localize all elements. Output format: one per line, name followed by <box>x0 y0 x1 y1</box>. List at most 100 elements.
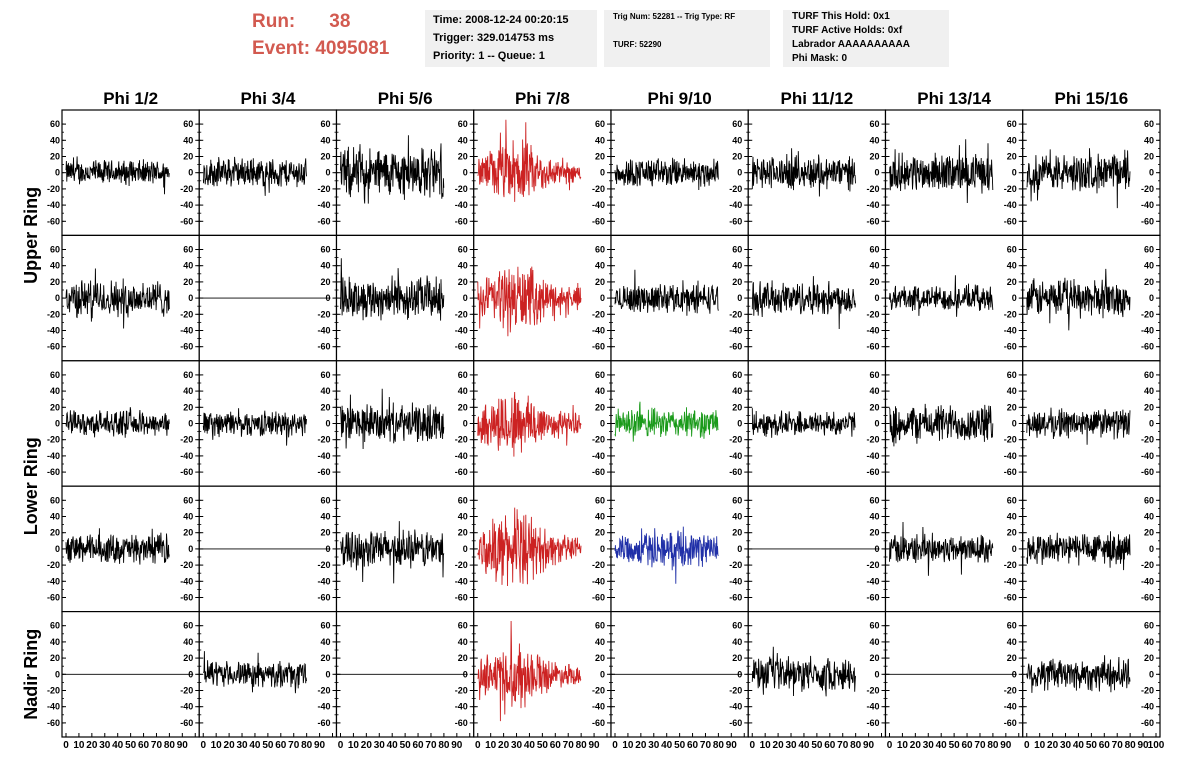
ytick-label: 20 <box>50 277 60 287</box>
ytick-label: -60 <box>592 342 605 352</box>
ytick-label: -60 <box>592 718 605 728</box>
ytick-label: -60 <box>729 593 742 603</box>
ytick-label: -40 <box>455 576 468 586</box>
ytick-label: 60 <box>1007 621 1017 631</box>
ytick-label: -60 <box>455 718 468 728</box>
ytick-label: -40 <box>180 702 193 712</box>
ytick-label: 0 <box>1012 544 1017 554</box>
ytick-label: 20 <box>1007 402 1017 412</box>
ytick-label: 40 <box>732 637 742 647</box>
xtick-label: 0 <box>63 740 69 751</box>
ytick-label: 40 <box>595 637 605 647</box>
ytick-label: -40 <box>317 576 330 586</box>
ytick-label: -20 <box>729 309 742 319</box>
panel-r4-c8: -60 -40 -20 0 20 40 60 <box>1022 485 1161 613</box>
waveform-trace <box>751 408 856 438</box>
xtick-label: 10 <box>211 740 223 751</box>
ytick-label: 0 <box>463 293 468 303</box>
trig-info-box: Trig Num: 52281 -- Trig Type: RF TURF: 5… <box>604 10 770 67</box>
ytick-label: 40 <box>1007 637 1017 647</box>
xtick-label: 0 <box>1024 740 1030 751</box>
ytick-label: 20 <box>732 402 742 412</box>
ytick-label: -20 <box>592 184 605 194</box>
ytick-label: -20 <box>592 309 605 319</box>
panel-r4-c4: -60 -40 -20 0 20 40 60 <box>473 485 612 613</box>
waveform-trace <box>751 148 856 197</box>
ytick-label: -20 <box>47 435 60 445</box>
ytick-label: 20 <box>1144 277 1154 287</box>
ytick-label: -60 <box>47 342 60 352</box>
ytick-label: 20 <box>458 653 468 663</box>
ytick-label: -60 <box>1141 342 1154 352</box>
ytick-label: 0 <box>1149 168 1154 178</box>
xtick-label: 10 <box>73 740 85 751</box>
column-title-7: Phi 13/14 <box>917 89 991 108</box>
ytick-label: 60 <box>1144 119 1154 129</box>
ytick-label: 0 <box>463 168 468 178</box>
ytick-label: 60 <box>183 495 193 505</box>
xtick-label: 80 <box>987 740 999 751</box>
ytick-label: 20 <box>50 402 60 412</box>
ytick-label: -60 <box>317 342 330 352</box>
ytick-label: -20 <box>592 435 605 445</box>
ytick-label: 0 <box>1012 419 1017 429</box>
ytick-label: -20 <box>1141 686 1154 696</box>
xtick-label: 60 <box>550 740 562 751</box>
waveform-trace <box>1026 268 1131 331</box>
panel-r1-c7: -60 -40 -20 0 20 40 60 <box>884 109 1024 237</box>
panel-r3-c7: -60 -40 -20 0 20 40 60 <box>884 360 1024 487</box>
ytick-label: -40 <box>317 326 330 336</box>
panel-r2-c6: -60 -40 -20 0 20 40 60 <box>747 234 887 362</box>
ytick-label: 60 <box>1144 495 1154 505</box>
ytick-label: 0 <box>55 669 60 679</box>
panel-r4-c5: -60 -40 -20 0 20 40 60 <box>610 485 749 613</box>
ytick-label: 0 <box>737 168 742 178</box>
ytick-label: -60 <box>180 467 193 477</box>
ytick-label: -60 <box>317 593 330 603</box>
ytick-label: 60 <box>458 621 468 631</box>
ytick-label: 20 <box>1144 402 1154 412</box>
ytick-label: 20 <box>458 402 468 412</box>
ytick-label: 60 <box>1144 370 1154 380</box>
ytick-label: -40 <box>180 576 193 586</box>
xtick-label: 80 <box>713 740 725 751</box>
ytick-label: -40 <box>866 576 879 586</box>
ytick-label: -40 <box>1004 702 1017 712</box>
panel-r3-c8: -60 -40 -20 0 20 40 60 <box>1022 360 1161 487</box>
ytick-label: 20 <box>732 528 742 538</box>
xtick-label: 20 <box>910 740 922 751</box>
waveform-trace <box>477 620 582 722</box>
panel-r3-c3: -60 -40 -20 0 20 40 60 <box>335 360 475 487</box>
ytick-label: -60 <box>592 593 605 603</box>
ytick-label: 60 <box>1007 119 1017 129</box>
waveform-trace <box>889 403 994 447</box>
ytick-label: 60 <box>1007 245 1017 255</box>
ytick-label: 40 <box>1144 261 1154 271</box>
ytick-label: 40 <box>869 135 879 145</box>
ytick-label: -60 <box>729 467 742 477</box>
ytick-label: 40 <box>458 261 468 271</box>
run-value: 38 <box>329 11 351 32</box>
xtick-label: 90 <box>863 740 875 751</box>
ytick-label: -20 <box>47 184 60 194</box>
waveform-trace <box>889 139 994 204</box>
waveform-trace <box>1026 407 1131 445</box>
xtick-label: 0 <box>200 740 206 751</box>
ytick-label: 40 <box>1007 261 1017 271</box>
ytick-label: -60 <box>47 467 60 477</box>
xtick-label: 70 <box>1112 740 1124 751</box>
xtick-label: 70 <box>151 740 163 751</box>
waveform-trace <box>1026 655 1131 693</box>
xtick-label: 40 <box>936 740 948 751</box>
ytick-label: 60 <box>183 245 193 255</box>
ytick-label: 0 <box>463 419 468 429</box>
ytick-label: 20 <box>732 653 742 663</box>
ytick-label: 60 <box>320 245 330 255</box>
ytick-label: 20 <box>869 152 879 162</box>
ytick-label: 20 <box>320 528 330 538</box>
ytick-label: 60 <box>50 119 60 129</box>
ytick-label: 20 <box>1007 528 1017 538</box>
